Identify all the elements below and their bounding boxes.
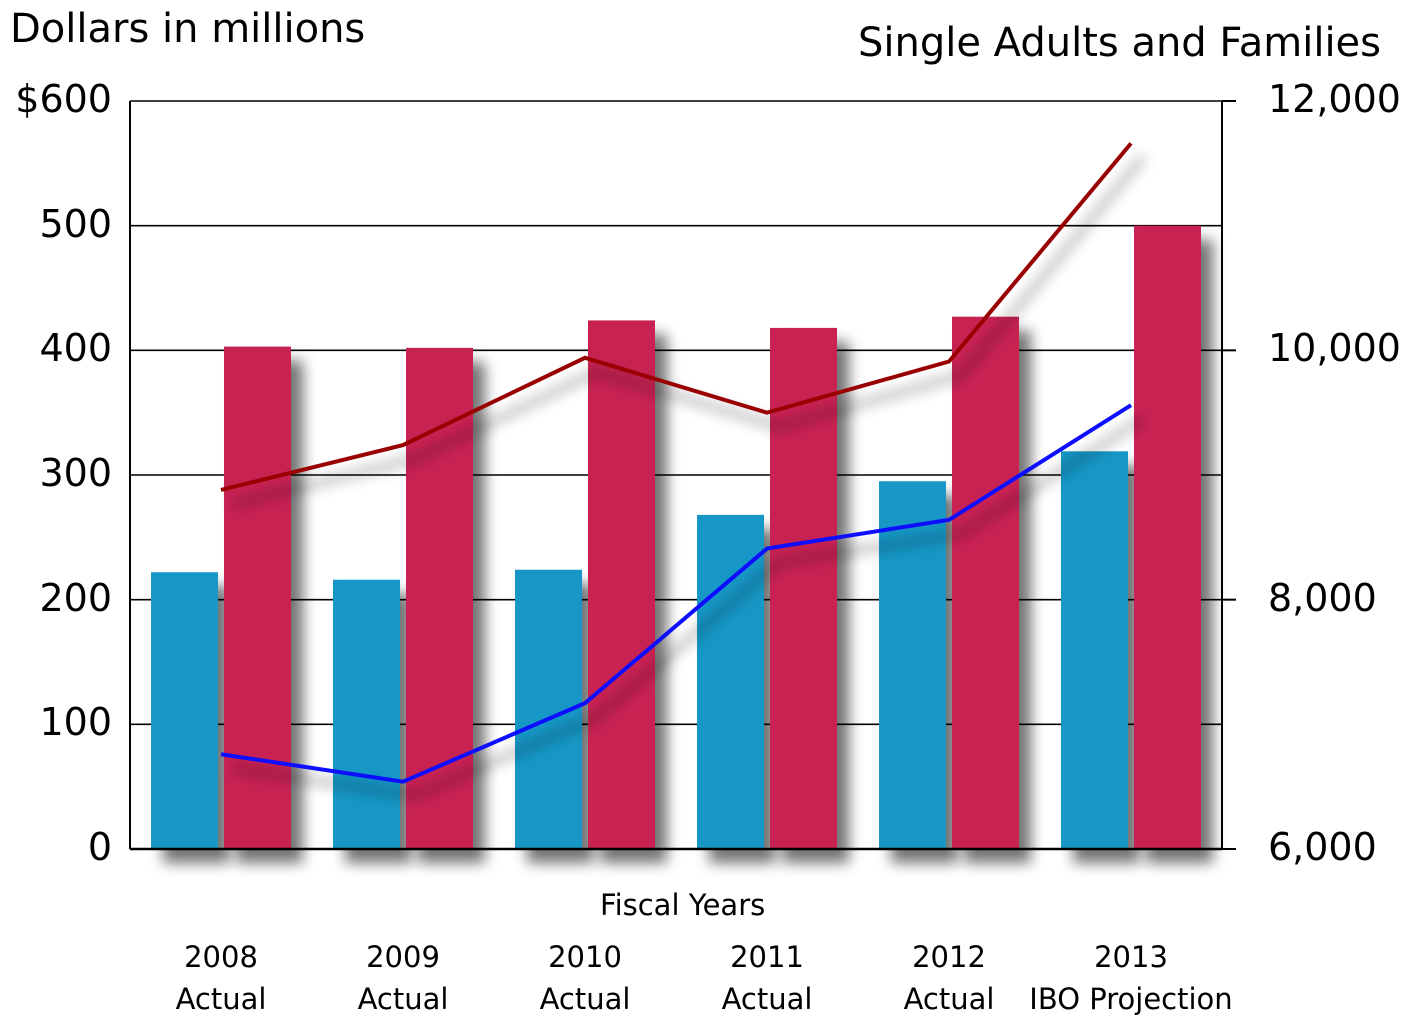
right-axis-title: Single Adults and Families: [858, 20, 1382, 66]
bar-2-2008: [224, 346, 291, 849]
bar-2-2013: [1134, 225, 1201, 849]
bar-2-2010: [588, 320, 655, 849]
left-tick-label: 400: [39, 326, 112, 371]
x-category-label: 2012 Actual: [839, 936, 1059, 1020]
x-category-note: IBO Projection: [1029, 982, 1233, 1016]
left-tick-label: 0: [87, 825, 112, 869]
x-category-note: Actual: [539, 982, 631, 1016]
line-series-1: [220, 142, 1133, 492]
bar-1-2011: [697, 514, 764, 849]
bar-1-2012: [879, 481, 946, 849]
x-category-year: 2008: [184, 940, 258, 974]
left-tick-label: 300: [39, 451, 112, 495]
bar-1-2008: [151, 572, 218, 849]
x-axis-title: Fiscal Years: [600, 888, 766, 922]
right-tick-label: 6,000: [1268, 825, 1377, 869]
left-tick-label: 500: [39, 201, 112, 246]
right-tick-label: 12,000: [1268, 77, 1401, 121]
x-category-note: Actual: [721, 982, 813, 1016]
bar-2-2011: [770, 327, 837, 850]
x-category-note: Actual: [175, 982, 267, 1016]
x-category-year: 2009: [366, 940, 440, 974]
x-category-year: 2012: [912, 940, 986, 974]
line-series-2: [220, 403, 1133, 784]
left-tick-label: $600: [15, 77, 112, 121]
bar-1-2013: [1061, 451, 1128, 849]
bar-1-2009: [333, 579, 400, 849]
bar-2-2009: [406, 347, 473, 849]
x-category-note: Actual: [903, 982, 995, 1016]
right-tick-label: 10,000: [1268, 326, 1401, 371]
left-tick-label: 200: [39, 575, 112, 620]
left-tick-label: 100: [39, 700, 112, 745]
x-category-label: 2011 Actual: [657, 936, 877, 1020]
x-category-label: 2013 IBO Projection: [1021, 936, 1241, 1020]
x-category-year: 2011: [730, 940, 804, 974]
x-category-label: 2008 Actual: [111, 936, 331, 1020]
x-category-label: 2009 Actual: [293, 936, 513, 1020]
bar-2-2012: [952, 316, 1019, 849]
left-axis-title: Dollars in millions: [10, 6, 366, 52]
x-category-year: 2013: [1094, 940, 1168, 974]
x-category-year: 2010: [548, 940, 622, 974]
x-category-note: Actual: [357, 982, 449, 1016]
right-tick-label: 8,000: [1268, 575, 1377, 620]
x-category-label: 2010 Actual: [475, 936, 695, 1020]
